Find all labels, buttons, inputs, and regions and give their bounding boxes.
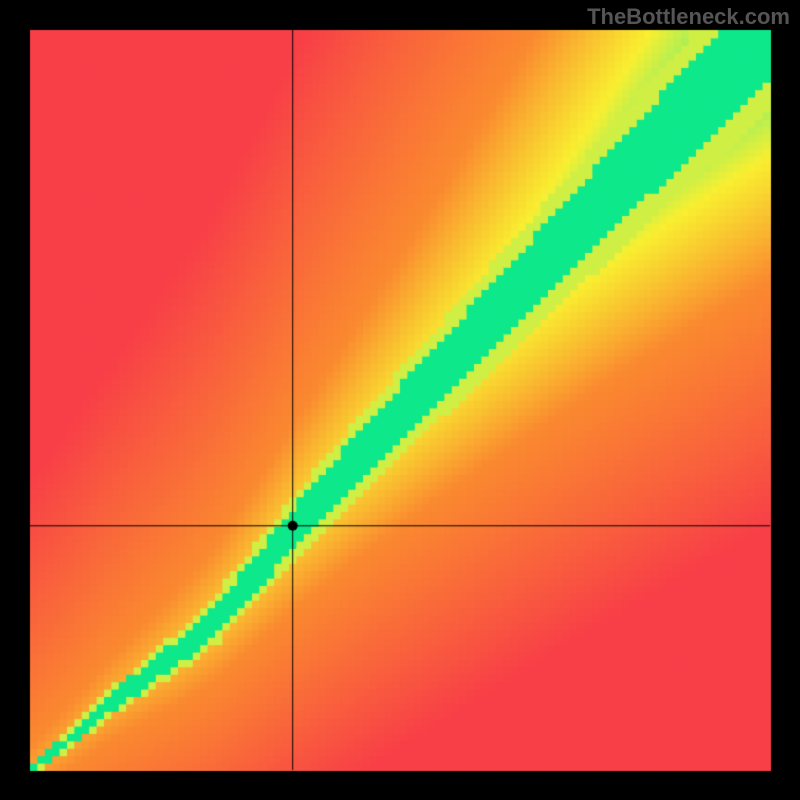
bottleneck-heatmap xyxy=(0,0,800,800)
watermark-text: TheBottleneck.com xyxy=(587,4,790,30)
